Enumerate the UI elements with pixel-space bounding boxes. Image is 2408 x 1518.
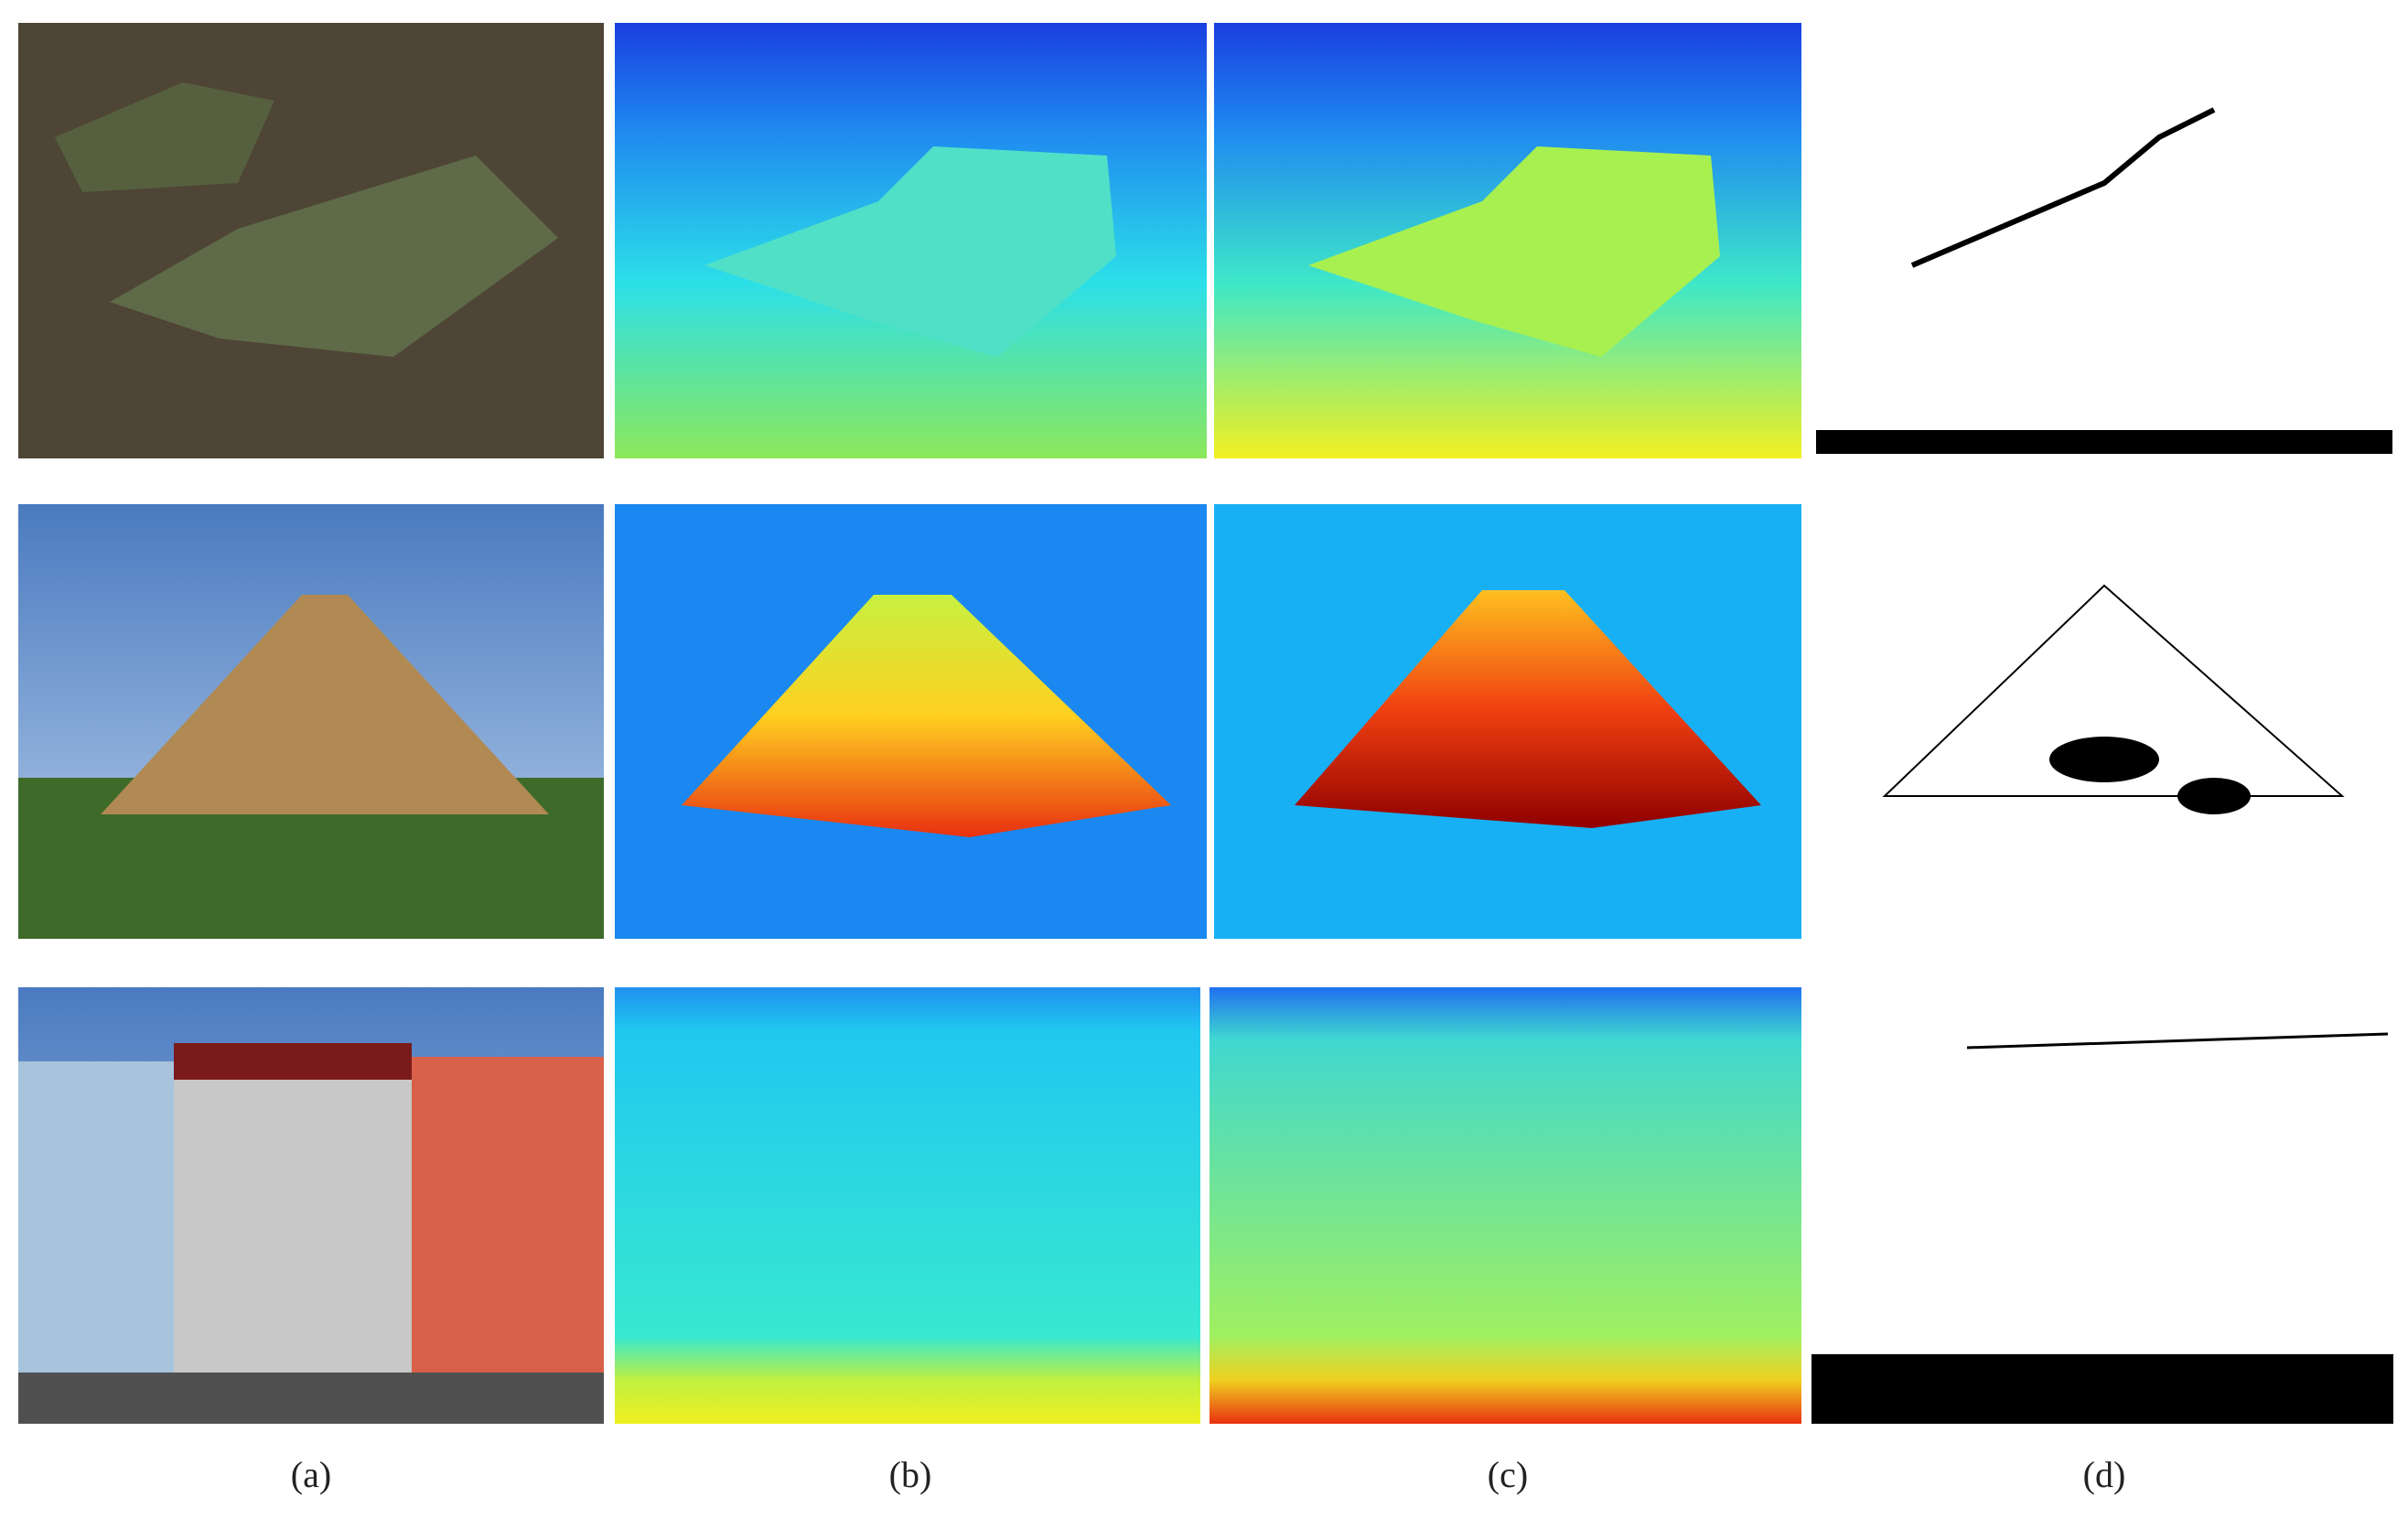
building — [18, 1061, 174, 1373]
error-blob — [2177, 778, 2251, 814]
row-buildings — [18, 987, 2398, 1424]
street — [18, 1373, 604, 1424]
error-band — [1816, 430, 2392, 454]
pyramid-depth — [1295, 590, 1761, 828]
captions: (a) (b) (c) (d) — [291, 1454, 2126, 1495]
tank-shape — [55, 82, 274, 192]
caption: (a) — [291, 1454, 331, 1495]
error-edge — [1966, 1032, 2389, 1050]
error-edge — [1882, 584, 2345, 797]
tank-depth — [704, 146, 1116, 357]
pyramid — [101, 595, 549, 814]
error-map — [1811, 504, 2398, 939]
tank-shape — [110, 156, 558, 357]
error-edge — [1910, 107, 2216, 268]
pyramid-depth — [682, 595, 1171, 837]
depth-map — [615, 987, 1200, 1424]
tank-depth — [1308, 146, 1720, 357]
row-tank — [18, 23, 2398, 458]
building — [412, 1057, 604, 1373]
caption: (c) — [1488, 1454, 1528, 1495]
error-blob — [2049, 737, 2159, 782]
building — [174, 1043, 412, 1373]
caption: (b) — [889, 1454, 932, 1495]
depth-map — [1209, 987, 1801, 1424]
error-map — [1811, 23, 2398, 458]
error-map — [1807, 987, 2398, 1424]
row-pyramid — [18, 504, 2398, 939]
building — [174, 1043, 412, 1080]
caption: (d) — [2083, 1454, 2126, 1495]
error-band — [1811, 1354, 2393, 1424]
